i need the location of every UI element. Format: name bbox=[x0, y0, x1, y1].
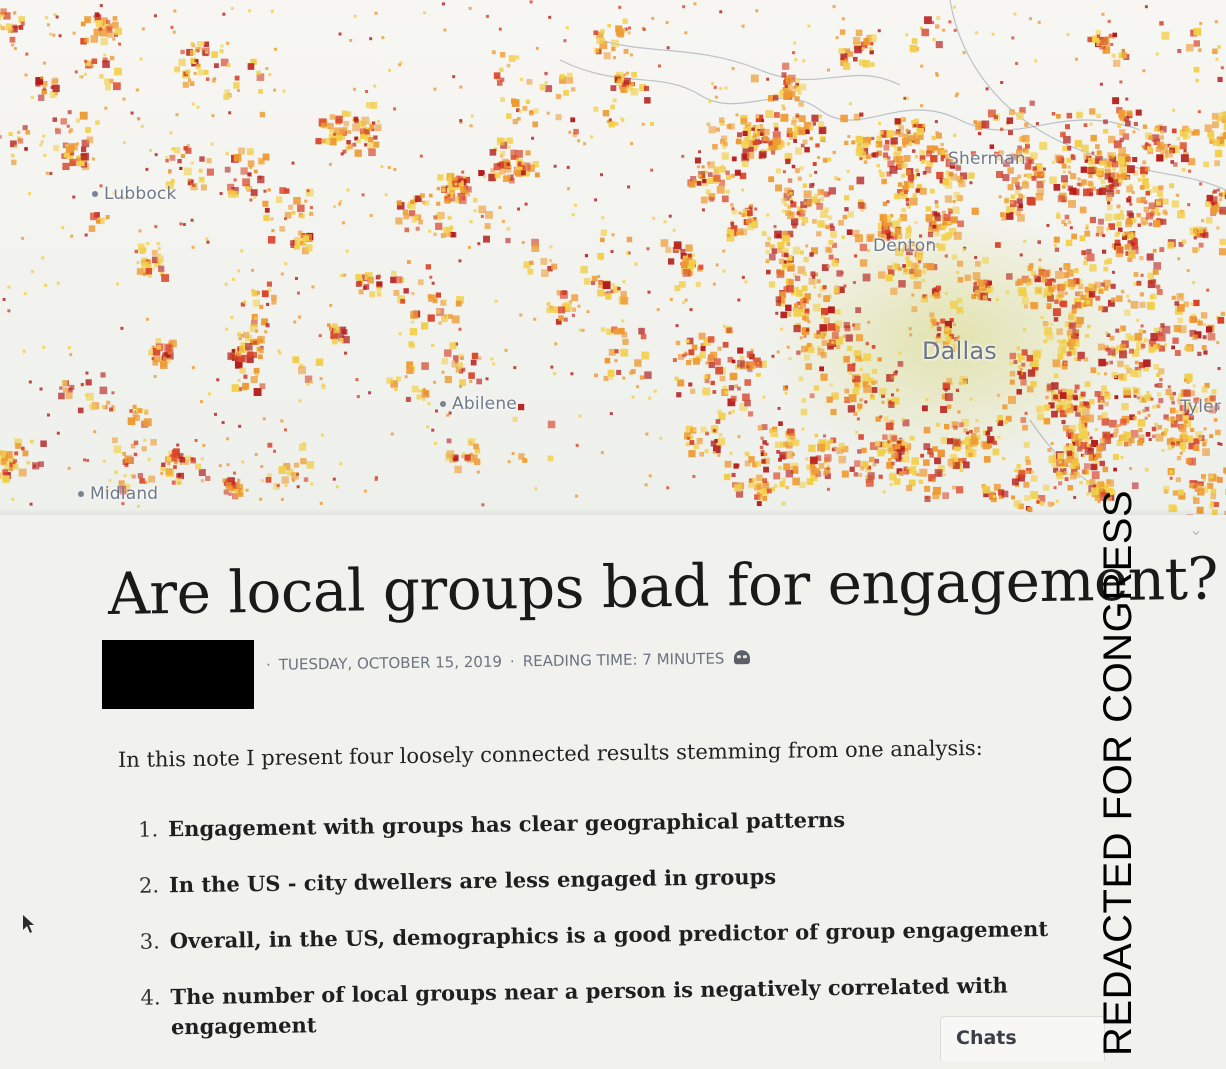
article-meta: · TUESDAY, OCTOBER 15, 2019 · READING TIME:… bbox=[258, 649, 751, 674]
article-title: Are local groups bad for engagement? bbox=[108, 545, 1219, 628]
city-dot-icon bbox=[92, 191, 98, 197]
article-date: TUESDAY, OCTOBER 15, 2019 bbox=[279, 653, 502, 674]
engagement-heatmap[interactable]: Lubbock Sherman Denton Dallas Abilene Ty… bbox=[0, 0, 1226, 515]
city-label-abilene: Abilene bbox=[440, 394, 517, 414]
city-dot-icon bbox=[78, 491, 84, 497]
privacy-ghost-icon[interactable] bbox=[734, 650, 750, 664]
city-label-sherman: Sherman bbox=[948, 149, 1026, 169]
city-dot-icon bbox=[440, 401, 446, 407]
city-label-lubbock: Lubbock bbox=[92, 184, 177, 204]
article-intro: In this note I present four loosely conn… bbox=[118, 736, 983, 772]
reading-time: READING TIME: 7 MINUTES bbox=[523, 649, 725, 670]
list-item: 2.In the US - city dwellers are less eng… bbox=[119, 857, 1109, 901]
chats-tab[interactable]: Chats bbox=[940, 1016, 1105, 1061]
redacted-author-block bbox=[102, 640, 254, 709]
city-label-tyler: Tyler bbox=[1180, 397, 1221, 417]
list-item: 3.Overall, in the US, demographics is a … bbox=[120, 913, 1110, 957]
city-label-denton: Denton bbox=[873, 236, 936, 256]
meta-separator: · bbox=[510, 652, 515, 670]
meta-separator: · bbox=[266, 656, 271, 674]
chevron-down-icon[interactable]: ⌄ bbox=[1186, 520, 1206, 540]
city-label-midland: Midland bbox=[78, 484, 158, 504]
heatmap-canvas bbox=[0, 0, 1226, 515]
list-item: 1.Engagement with groups has clear geogr… bbox=[118, 801, 1108, 845]
redaction-stamp: REDACTED FOR CONGRESS bbox=[1088, 536, 1148, 1056]
city-label-dallas: Dallas bbox=[922, 337, 997, 365]
